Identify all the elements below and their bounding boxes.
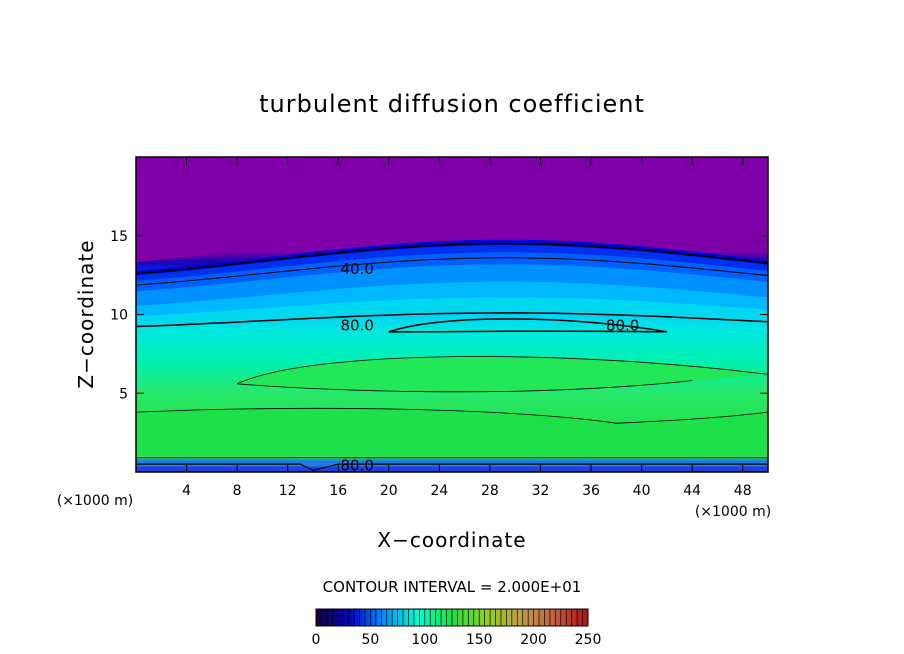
contour-band: [136, 281, 768, 317]
purple-region: [136, 157, 768, 263]
contour-line: [136, 463, 768, 472]
contour-line: [136, 407, 768, 424]
x-tick-label: 48: [734, 483, 752, 499]
contour-line: [136, 312, 768, 328]
contour-line: [388, 318, 668, 333]
x-axis-label: X−coordinate: [377, 528, 526, 552]
x-tick-label: 8: [233, 483, 242, 499]
x-axis: 4 8 12 16 20 24 28 32 36 40 44 48: [182, 157, 752, 499]
x-tick-label: 20: [380, 483, 398, 499]
x-tick-label: 28: [481, 483, 499, 499]
x-end-unit-label: (×1000 m): [695, 504, 771, 520]
contour-label: 80.0: [340, 317, 373, 335]
x-origin-unit-label: (×1000 m): [57, 493, 133, 509]
plot-area: 40.080.0 80.080.0 4 8 12 16 20 24 28 32 36 40 44 48 …: [110, 156, 769, 499]
x-tick-label: 32: [532, 483, 550, 499]
contour-fills: [136, 157, 768, 472]
colorbar-tick-label: 150: [466, 632, 493, 648]
contour-band: [136, 264, 768, 306]
x-tick-label: 24: [430, 483, 448, 499]
contour-line: [136, 257, 768, 286]
contour-line: [136, 242, 768, 275]
colorbar-tick-label: 200: [520, 632, 547, 648]
x-tick-label: 44: [683, 483, 701, 499]
x-tick-label: 12: [279, 483, 297, 499]
contour-line: [236, 356, 768, 393]
contour-label: 80.0: [340, 457, 373, 475]
contour-lines: [136, 242, 768, 472]
contour-labels: 40.0 80.0 80.0 80.0: [340, 260, 639, 475]
colorbar: 0 50 100 150 200 250: [312, 608, 602, 648]
x-tick-label: 4: [182, 483, 191, 499]
colorbar-tick-label: 50: [361, 632, 379, 648]
lens-region: [237, 356, 768, 392]
contour-interval-text: CONTOUR INTERVAL = 2.000E+01: [323, 578, 582, 596]
x-tick-label: 36: [582, 483, 600, 499]
colorbar-tick-label: 0: [312, 632, 321, 648]
y-tick-label: 5: [119, 386, 128, 402]
y-axis: 5 10 15: [110, 229, 768, 402]
y-tick-label: 15: [110, 229, 128, 245]
x-tick-label: 16: [329, 483, 347, 499]
lower-green-region: [136, 408, 768, 457]
contour-band: [136, 245, 768, 281]
colorbar-frame: [315, 608, 589, 627]
contour-band: [136, 252, 768, 292]
contour-band: [136, 239, 768, 276]
contour-label: 80.0: [606, 317, 639, 335]
y-tick-label: 10: [110, 308, 128, 324]
chart-title: turbulent diffusion coefficient: [259, 90, 645, 118]
x-tick-label: 40: [633, 483, 651, 499]
contour-label: 40.0: [340, 260, 373, 278]
y-axis-label: Z−coordinate: [74, 239, 98, 388]
bottom-strip-dark: [136, 466, 768, 472]
colorbar-tick-label: 100: [411, 632, 438, 648]
colorbar-tick-label: 250: [575, 632, 602, 648]
